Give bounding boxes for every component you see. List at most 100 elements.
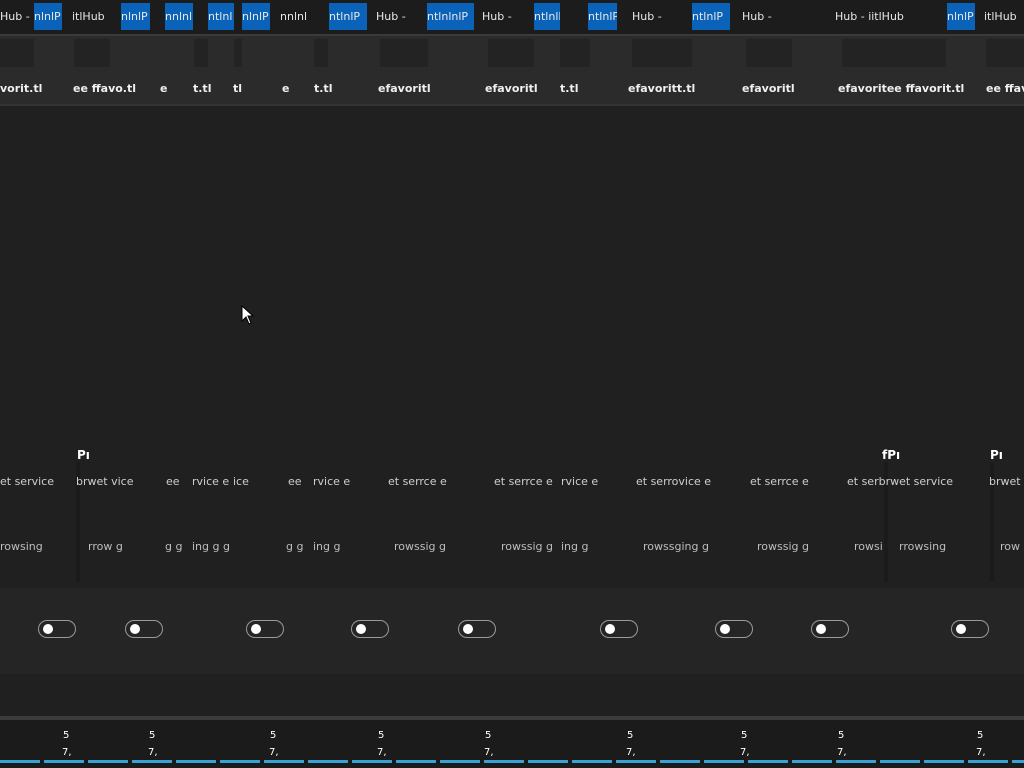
favorite-label[interactable]: efavoritl xyxy=(485,82,538,95)
thumbnail-row xyxy=(0,36,1024,72)
browser-tab[interactable]: Hub - xyxy=(0,10,30,23)
browsing-label: g g xyxy=(286,540,304,553)
bottom-label: 5 xyxy=(378,730,385,741)
browser-tab[interactable]: ntlnlP xyxy=(534,3,560,30)
browser-tab[interactable]: nlnlP xyxy=(34,3,62,30)
browsing-label: ing g xyxy=(561,540,589,553)
browser-tab[interactable]: nlnlP xyxy=(121,3,150,30)
favorite-label[interactable]: t.tl xyxy=(560,82,579,95)
toggle-switch[interactable] xyxy=(951,620,989,638)
thumbnail[interactable] xyxy=(314,39,328,67)
thumbnail[interactable] xyxy=(632,39,692,67)
favorite-label[interactable]: t.tl xyxy=(193,82,212,95)
browser-tab[interactable]: nlnlP xyxy=(242,3,270,30)
favorite-label[interactable]: efavoritt.tl xyxy=(628,82,696,95)
service-label: brwet vice xyxy=(76,475,134,488)
favorite-label[interactable]: ee ffavo.tl xyxy=(73,82,137,95)
bottom-label: 5 xyxy=(149,730,156,741)
favorites-row: vorit.tl ee ffavo.tl e t.tl tl e t.tl ef… xyxy=(0,72,1024,106)
browser-tab[interactable]: ntlnlnlP xyxy=(427,3,474,30)
bottom-label: 5 xyxy=(63,730,70,741)
bottom-label: 5 xyxy=(741,730,748,741)
service-label: ee xyxy=(288,475,302,488)
favorite-label[interactable]: efavoritee ffavorit.tl xyxy=(838,82,965,95)
thumbnail[interactable] xyxy=(0,39,34,67)
bottom-label: 7, xyxy=(377,747,387,758)
browser-tab[interactable]: Hub - xyxy=(482,10,512,23)
thumbnail[interactable] xyxy=(842,39,946,67)
service-label: rvice e xyxy=(313,475,351,488)
toolbar-divider xyxy=(0,104,1024,106)
favorite-label[interactable]: e xyxy=(282,82,290,95)
browser-tab[interactable]: itlHub xyxy=(72,10,105,23)
toggle-switch[interactable] xyxy=(458,620,496,638)
browsing-label: rowssig g xyxy=(757,540,809,553)
bottom-label: 5 xyxy=(270,730,277,741)
favorite-label[interactable]: efavoritl xyxy=(742,82,795,95)
thumbnail[interactable] xyxy=(74,39,110,67)
browsing-label: rrowsing xyxy=(899,540,947,553)
browser-tab[interactable]: Hub - iitlHub xyxy=(835,10,904,23)
bottom-label: 7, xyxy=(269,747,279,758)
bottom-label: 7, xyxy=(626,747,636,758)
tab-divider xyxy=(0,34,1024,36)
bottom-label: 5 xyxy=(838,730,845,741)
browser-tab[interactable]: ntlnl xyxy=(208,3,234,30)
toggle-switch[interactable] xyxy=(811,620,849,638)
favorite-label[interactable]: e xyxy=(160,82,168,95)
bottom-label: 7, xyxy=(484,747,494,758)
toggle-switch[interactable] xyxy=(600,620,638,638)
panel-divider xyxy=(990,462,994,582)
thumbnail[interactable] xyxy=(560,39,590,67)
bottom-label: 7, xyxy=(148,747,158,758)
thumbnail[interactable] xyxy=(380,39,428,67)
browser-tab[interactable]: Hub - xyxy=(632,10,662,23)
panel-header: Pı xyxy=(77,448,90,462)
toggle-switch[interactable] xyxy=(246,620,284,638)
browser-tab[interactable]: ntlnlP xyxy=(588,3,617,30)
toggle-switch[interactable] xyxy=(38,620,76,638)
browser-tab[interactable]: nnlnl xyxy=(280,10,308,23)
progress-strip xyxy=(0,760,1024,763)
bottom-label: 7, xyxy=(837,747,847,758)
favorite-label[interactable]: vorit.tl xyxy=(0,82,43,95)
service-label: et service xyxy=(0,475,54,488)
bottom-label: 7, xyxy=(62,747,72,758)
browsing-label: rrow g xyxy=(88,540,123,553)
thumbnail[interactable] xyxy=(194,39,208,67)
browser-tab-strip: Hub - nlnlP itlHub nlnlP nnlnl ntlnl nln… xyxy=(0,0,1024,34)
service-label: ee xyxy=(166,475,180,488)
thumbnail[interactable] xyxy=(234,39,242,67)
browser-tab[interactable]: Hub - xyxy=(742,10,772,23)
bottom-label: 5 xyxy=(627,730,634,741)
browser-tab[interactable]: nnlnl xyxy=(165,3,193,30)
thumbnail[interactable] xyxy=(746,39,792,67)
service-label: et serrce e xyxy=(494,475,553,488)
browser-tab[interactable]: itlHub xyxy=(984,10,1017,23)
panel-divider xyxy=(76,462,80,582)
panel-divider xyxy=(884,462,888,582)
favorite-label[interactable]: tl xyxy=(233,82,243,95)
browser-tab[interactable]: nlnlP xyxy=(947,3,975,30)
toggle-switch[interactable] xyxy=(351,620,389,638)
browsing-label: rowssig g xyxy=(501,540,553,553)
thumbnail[interactable] xyxy=(488,39,534,67)
bottom-label: 7, xyxy=(976,747,986,758)
favorite-label[interactable]: t.tl xyxy=(314,82,333,95)
browser-tab[interactable]: Hub - xyxy=(376,10,406,23)
browsing-label: rowssig g xyxy=(394,540,446,553)
bottom-bar: 5 7, 5 7, 5 7, 5 7, 5 7, 5 7, 5 7, 5 7, … xyxy=(0,716,1024,768)
thumbnail[interactable] xyxy=(986,39,1024,67)
browser-tab[interactable]: ntlnlP xyxy=(329,3,367,30)
browsing-label: rowsi xyxy=(854,540,883,553)
toggle-switch[interactable] xyxy=(715,620,753,638)
bottom-label: 7, xyxy=(740,747,750,758)
toggle-switch[interactable] xyxy=(125,620,163,638)
favorite-label[interactable]: efavoritl xyxy=(378,82,431,95)
panel-header: fPı xyxy=(882,448,901,462)
favorite-label[interactable]: ee ffavo xyxy=(986,82,1024,95)
service-label: rvice e xyxy=(561,475,599,488)
browser-tab[interactable]: ntlnlP xyxy=(692,3,730,30)
toggle-row xyxy=(0,588,1024,674)
service-label: rvice e xyxy=(192,475,230,488)
